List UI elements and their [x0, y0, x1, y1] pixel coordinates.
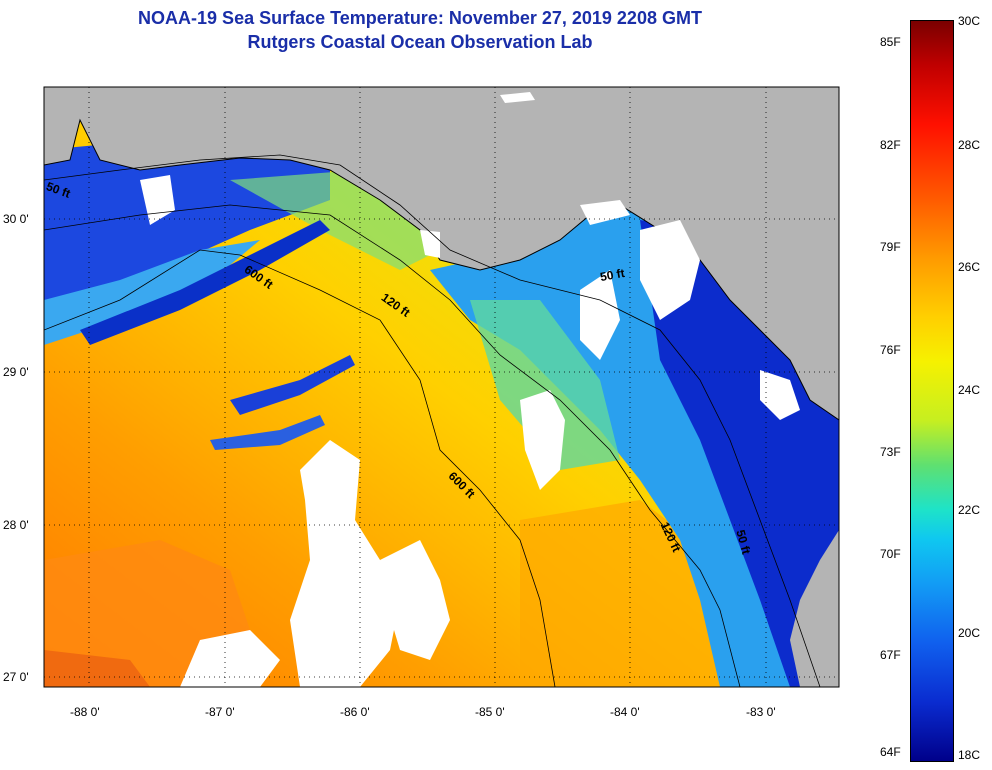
color-scale-bar: [910, 20, 954, 762]
lat-label: 27 0': [3, 670, 29, 684]
colorbar-f-label: 76F: [880, 343, 901, 357]
lon-label: -83 0': [746, 705, 776, 719]
lat-label: 30 0': [3, 212, 29, 226]
lon-label: -86 0': [340, 705, 370, 719]
lat-label: 29 0': [3, 365, 29, 379]
land: [44, 87, 839, 420]
cloud-cover: [140, 175, 175, 225]
colorbar-f-label: 64F: [880, 745, 901, 759]
colorbar-f-label: 70F: [880, 547, 901, 561]
colorbar-f-label: 67F: [880, 648, 901, 662]
warm-water: [44, 650, 150, 687]
cool-filament: [80, 220, 330, 345]
colorbar-f-label: 73F: [880, 445, 901, 459]
colorbar-c-label: 18C: [958, 748, 981, 762]
map-frame: [43, 86, 840, 688]
cloud-cover: [290, 440, 400, 687]
isobath-120ft: [44, 204, 741, 687]
colorbar-c-label: 30C: [958, 14, 981, 28]
cool-water: [470, 300, 620, 470]
colorbar-f-label: 85F: [880, 35, 901, 49]
colorbar-f-label: 82F: [880, 138, 901, 152]
cool-filament: [230, 355, 355, 415]
isobath-600ft: [44, 249, 556, 687]
map-title: NOAA-19 Sea Surface Temperature: Novembe…: [138, 8, 702, 28]
land: [790, 530, 839, 687]
graticule: [44, 87, 839, 687]
colorbar-c-label: 20C: [958, 626, 981, 640]
cloud-cover: [580, 200, 630, 225]
warm-water: [520, 500, 720, 687]
cloud-cover: [500, 92, 535, 103]
cloud-cover: [380, 540, 450, 660]
lon-label: -87 0': [205, 705, 235, 719]
cloud-cover: [180, 630, 280, 687]
colorbar-c-label: 28C: [958, 138, 981, 152]
colorbar-f-label: 79F: [880, 240, 901, 254]
colorbar-c-label: 24C: [958, 383, 981, 397]
lat-label: 28 0': [3, 518, 29, 532]
cool-filament: [210, 415, 325, 450]
cloud-cover: [520, 390, 565, 490]
cloud-cover: [640, 220, 700, 320]
colorbar-c-label: 26C: [958, 260, 981, 274]
cloud-cover: [760, 370, 800, 420]
colorbar-c-label: 22C: [958, 503, 981, 517]
cloud-cover: [580, 270, 620, 360]
isobath-50ft: [44, 154, 821, 687]
map-subtitle: Rutgers Coastal Ocean Observation Lab: [247, 32, 593, 52]
lon-label: -85 0': [475, 705, 505, 719]
cool-water: [44, 240, 260, 345]
lon-label: -88 0': [70, 705, 100, 719]
map-image: [44, 87, 839, 687]
lon-label: -84 0': [610, 705, 640, 719]
